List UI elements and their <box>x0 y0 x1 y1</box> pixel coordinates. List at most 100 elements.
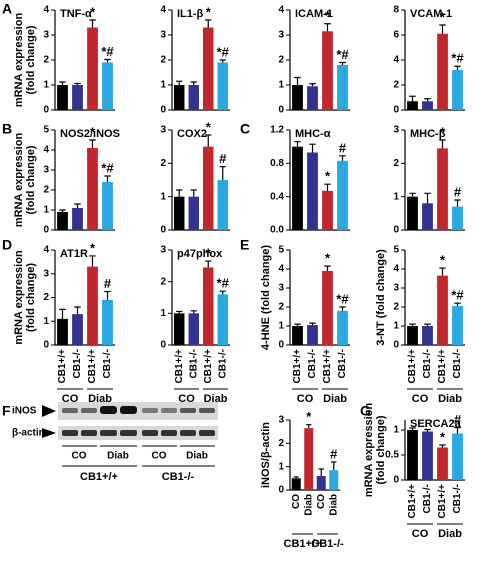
bar <box>87 27 98 110</box>
panel-label: B <box>2 121 12 137</box>
bar <box>407 196 418 230</box>
x-tick-label: CB1+/+ <box>322 349 333 384</box>
annotation: * <box>440 252 446 267</box>
y-tick-label: 3 <box>43 165 49 176</box>
bar <box>307 86 318 110</box>
bar <box>72 85 83 110</box>
bar <box>422 326 433 345</box>
error-bar <box>331 461 337 471</box>
chart-title: COX2 <box>177 128 207 140</box>
error-bar <box>176 310 183 314</box>
bar <box>422 203 433 230</box>
group-label: Diab <box>88 393 112 405</box>
error-bar <box>59 308 66 319</box>
bar <box>292 326 303 345</box>
y-tick-label: 4 <box>43 5 49 16</box>
error-bar <box>74 203 81 208</box>
y-axis-label: mRNA expression <box>13 250 25 345</box>
y-axis-label: (fold change) <box>25 145 37 214</box>
y-tick-label: 8 <box>393 5 399 16</box>
y-tick-label: 0 <box>278 340 284 351</box>
error-bar <box>324 183 331 191</box>
bar <box>57 318 68 345</box>
bar <box>188 85 199 110</box>
error-bar <box>104 290 111 300</box>
y-tick-label: 1 <box>278 461 284 472</box>
lane-label: CO <box>152 451 167 462</box>
bar <box>437 148 448 230</box>
error-bar <box>439 444 446 448</box>
error-bar <box>59 209 66 212</box>
bar <box>87 148 98 230</box>
y-tick-label: 3 <box>160 30 166 41</box>
error-bar <box>339 155 346 161</box>
y-tick-label: 1 <box>393 191 399 202</box>
bar <box>203 27 214 110</box>
x-tick-label: Diab <box>303 494 314 516</box>
y-tick-label: 0 <box>393 475 399 486</box>
group-label: CB1-/- <box>311 538 344 550</box>
x-tick-label: CB1+/+ <box>407 484 418 519</box>
error-bar <box>424 192 431 204</box>
y-tick-label: 4 <box>278 264 284 275</box>
x-tick-label: CB1-/- <box>422 349 433 378</box>
bar <box>337 160 348 230</box>
error-bar <box>439 24 446 34</box>
error-bar <box>324 23 331 32</box>
y-tick-label: 3 <box>278 283 284 294</box>
bar <box>407 101 418 110</box>
annotation: * <box>325 251 331 266</box>
annotation: # <box>339 140 347 155</box>
bar <box>452 70 463 110</box>
bar <box>57 85 68 110</box>
bar <box>57 212 68 230</box>
chart-title: MHC-α <box>295 128 331 140</box>
y-tick-label: 2 <box>160 55 166 66</box>
group-label: CO <box>178 393 195 405</box>
annotation: * <box>206 119 212 134</box>
bar <box>217 180 228 230</box>
error-bar <box>309 143 316 153</box>
y-axis-label: mRNA expression <box>13 133 25 228</box>
bar <box>203 146 214 230</box>
error-bar <box>176 80 183 85</box>
error-bar <box>74 82 81 85</box>
error-bar <box>89 139 96 148</box>
annotation: * <box>440 9 446 24</box>
arrow <box>42 405 56 417</box>
chart-title: VCAM-1 <box>410 8 452 20</box>
chart-title: ICAM-1 <box>295 8 333 20</box>
x-tick-label: CB1-/- <box>452 484 463 513</box>
bar <box>174 196 185 230</box>
bar <box>304 428 314 490</box>
annotation: # <box>454 412 462 427</box>
annotation: *# <box>101 44 114 59</box>
y-tick-label: 0.0 <box>270 225 284 236</box>
y-tick-label: 2 <box>393 158 399 169</box>
annotation: *# <box>451 51 464 66</box>
chart-title: IL1-β <box>177 8 204 20</box>
annotation: * <box>90 124 96 139</box>
y-axis-label: 4-HNE (fold change) <box>260 245 272 350</box>
annotation: # <box>104 276 112 291</box>
error-bar <box>294 323 301 326</box>
error-bar <box>104 58 111 63</box>
bar <box>322 270 333 345</box>
group-label: Diab <box>323 393 347 405</box>
y-tick-label: 0 <box>278 485 284 496</box>
error-bar <box>190 81 197 85</box>
error-bar <box>324 265 331 271</box>
y-tick-label: 0 <box>43 105 49 116</box>
annotation: # <box>219 151 227 166</box>
y-tick-label: 0.5 <box>385 450 399 461</box>
bar <box>307 325 318 345</box>
y-tick-label: 0 <box>393 340 399 351</box>
y-tick-label: 1 <box>160 308 166 319</box>
x-tick-label: CB1-/- <box>307 349 318 378</box>
error-bar <box>219 290 226 295</box>
error-bar <box>409 95 416 102</box>
error-bar <box>89 255 96 267</box>
y-tick-label: 3 <box>43 30 49 41</box>
bar <box>292 146 303 230</box>
y-tick-label: 0 <box>393 105 399 116</box>
